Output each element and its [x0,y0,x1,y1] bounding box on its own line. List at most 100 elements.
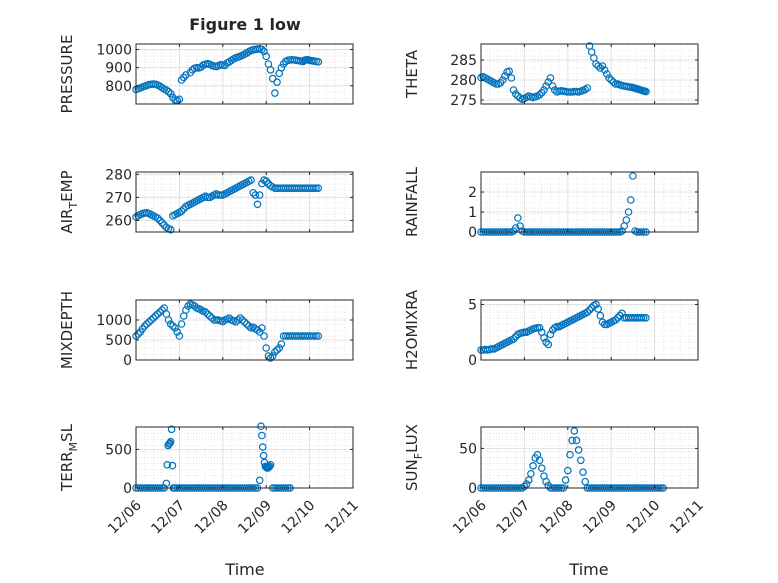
data-point [314,58,323,66]
data-point [258,443,267,451]
data-point [605,74,613,82]
axes-box [135,171,354,233]
data-point [156,216,164,225]
data-point [173,328,182,336]
y-tick-label: 275 [450,93,477,109]
data-point [616,311,624,320]
data-point [618,309,626,318]
data-point [312,332,320,340]
y-tick-label: 500 [105,333,132,349]
data-point [164,87,173,96]
y-tick-label: 500 [105,442,132,458]
y-axis-label: PRESSURE [58,35,76,114]
data-point [201,308,210,316]
subplot-1: 800 900 1000 PRESSURE [58,35,354,114]
data-point [535,91,544,99]
y-tick-label: 1000 [96,42,132,58]
data-point [258,431,266,440]
data-point [163,461,172,469]
data-point [527,469,535,478]
data-point [522,480,531,488]
data-point [149,314,158,322]
data-point [236,314,244,322]
data-point [572,436,581,445]
data-point [561,476,570,484]
data-point [249,188,257,197]
data-point [509,335,518,343]
data-point [611,316,620,324]
data-point [268,74,277,83]
axes-box [480,426,699,489]
axes-box [135,299,354,361]
data-point [205,312,214,320]
data-point [182,71,190,79]
y-tick-label: 270 [105,190,132,206]
data-point [266,66,275,74]
data-point [219,317,227,326]
data-point [581,85,589,94]
data-point [533,323,542,332]
data-point [540,333,548,342]
data-point [166,437,175,446]
data-point [168,461,177,470]
y-axis-label: H2OMIXRA [403,289,421,370]
axes-box [480,299,699,361]
data-point [629,172,637,180]
data-point [529,462,537,470]
data-point [216,191,225,199]
data-point [596,311,605,320]
data-point [501,72,509,80]
data-point [232,318,240,326]
data-point [253,200,262,209]
data-point [162,479,171,488]
data-point [245,322,253,330]
data-point [167,425,176,434]
data-point [537,464,546,472]
data-point [524,476,533,484]
data-point [624,208,633,216]
data-point [271,348,279,356]
subplot-5: 0 500 1000 MIXDEPTH [58,291,354,369]
y-tick-label: 285 [450,53,477,69]
data-point [268,352,277,360]
data-point [175,332,184,340]
data-point [203,310,212,318]
data-point [169,322,177,330]
data-point [553,322,561,331]
data-point [275,344,284,352]
data-point [156,308,164,316]
data-point [535,323,544,332]
y-tick-label: 1000 [96,313,132,329]
data-point [145,318,153,326]
subplot-2: 275 280 285 THETA [403,42,699,109]
data-point [566,450,574,459]
data-point [164,316,173,324]
data-point [258,45,266,54]
data-point [273,346,281,354]
data-point [240,318,249,326]
data-point [592,300,600,309]
y-tick-label: 800 [105,79,132,95]
data-point [234,316,242,324]
y-tick-label: 900 [105,61,132,77]
data-point [258,324,266,332]
y-tick-label: 280 [450,73,477,89]
y-tick-label: 0 [123,481,132,497]
data-point [509,86,518,94]
data-point [208,314,216,322]
data-point [626,196,635,204]
data-point [507,74,516,82]
data-point [158,218,166,227]
data-point [312,184,320,192]
data-point [642,87,650,96]
data-point [535,456,544,465]
y-tick-label: 50 [459,441,477,457]
data-point [546,74,555,82]
data-point [255,191,264,199]
data-point [607,76,616,84]
y-tick-label: 0 [468,353,477,369]
axes-box [135,43,354,105]
x-axis-label-left: Time [224,560,264,579]
data-point [153,214,162,222]
